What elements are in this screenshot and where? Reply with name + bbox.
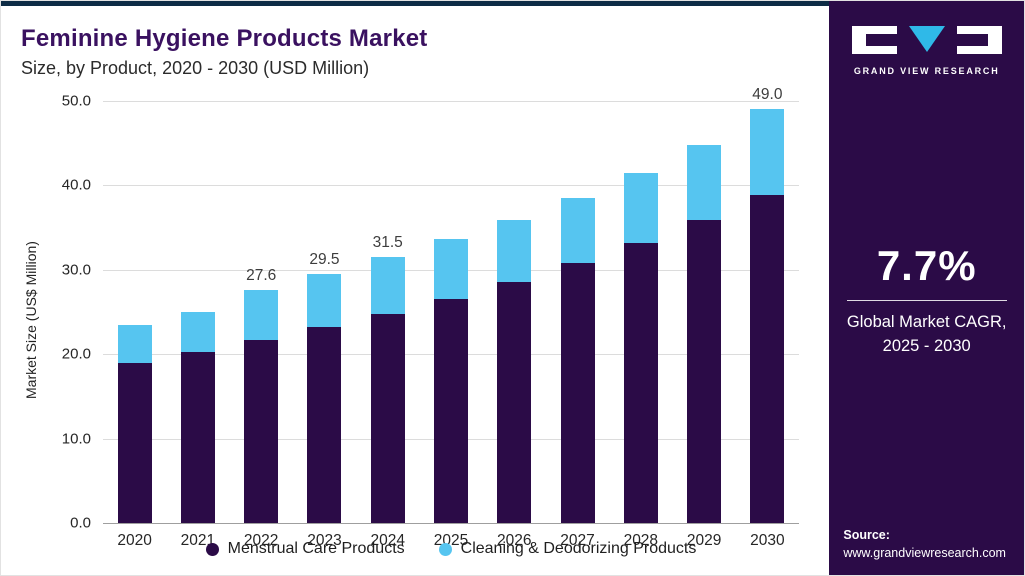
x-tick-label: 2024 xyxy=(370,532,405,549)
y-tick-label: 0.0 xyxy=(70,514,91,532)
bar-segment-cleaning-deodorizing xyxy=(560,198,595,264)
bar-segment-cleaning-deodorizing xyxy=(180,312,215,352)
legend-item-cleaning-deodorizing: Cleaning & Deodorizing Products xyxy=(438,540,697,558)
x-tick-label: 2030 xyxy=(750,532,785,549)
x-tick-label: 2022 xyxy=(243,532,279,549)
cagr-block: 7.7% Global Market CAGR, 2025 - 2030 xyxy=(846,242,1007,359)
source-url: www.grandviewresearch.com xyxy=(843,546,1006,561)
bar-segment-menstrual-care xyxy=(244,339,279,523)
legend-item-menstrual-care: Menstrual Care Products xyxy=(205,540,405,558)
cagr-divider xyxy=(846,300,1007,302)
logo-text: GRAND VIEW RESEARCH xyxy=(853,66,1000,76)
bar-segment-menstrual-care xyxy=(434,298,468,523)
sidebar: GRAND VIEW RESEARCH 7.7% Global Market C… xyxy=(829,1,1024,575)
bar-segment-menstrual-care xyxy=(497,281,532,523)
source-label: Source: xyxy=(843,527,890,542)
bar-value-label: 27.6 xyxy=(246,267,277,285)
bar-segment-menstrual-care xyxy=(307,327,342,523)
bar-segment-menstrual-care xyxy=(560,263,595,523)
legend-label-menstrual: Menstrual Care Products xyxy=(227,540,405,557)
page-subtitle: Size, by Product, 2020 - 2030 (USD Milli… xyxy=(21,58,370,78)
bar-value-label: 49.0 xyxy=(752,86,783,104)
gvr-logo-icon xyxy=(851,26,1002,54)
bar-segment-menstrual-care xyxy=(687,220,722,523)
x-tick-label: 2029 xyxy=(686,532,722,549)
gvr-logo: GRAND VIEW RESEARCH xyxy=(851,25,1002,76)
x-tick-label: 2027 xyxy=(560,532,595,549)
bar-value-label: 31.5 xyxy=(372,234,403,252)
legend-swatch-cleaning xyxy=(438,542,452,556)
x-tick-label: 2020 xyxy=(117,532,152,549)
cagr-label: Global Market CAGR, 2025 - 2030 xyxy=(847,311,1007,359)
cagr-value: 7.7% xyxy=(876,242,977,290)
bar-segment-cleaning-deodorizing xyxy=(307,274,342,328)
gridline xyxy=(103,101,799,102)
bar-segment-cleaning-deodorizing xyxy=(750,109,785,195)
bar-segment-menstrual-care xyxy=(180,351,215,523)
y-tick-label: 30.0 xyxy=(61,261,91,279)
y-tick-label: 20.0 xyxy=(61,345,91,363)
y-tick-label: 10.0 xyxy=(61,430,91,448)
legend-label-cleaning: Cleaning & Deodorizing Products xyxy=(460,540,697,557)
bar-segment-menstrual-care xyxy=(370,313,405,523)
legend-swatch-menstrual xyxy=(205,542,219,556)
bar-segment-menstrual-care xyxy=(750,194,785,523)
plot-area: 0.0 10.0 20.0 30.0 40.0 50.0 2020 2021 2022 27.6 2… xyxy=(62,86,799,549)
bar-segment-cleaning-deodorizing xyxy=(244,290,279,340)
bar-segment-menstrual-care xyxy=(623,242,658,523)
bar-segment-cleaning-deodorizing xyxy=(117,324,152,363)
logo-g-icon xyxy=(851,26,897,54)
y-tick-label: 40.0 xyxy=(61,176,91,194)
y-tick-label: 50.0 xyxy=(61,92,91,110)
x-tick-label: 2023 xyxy=(307,532,342,549)
source-block: Source: www.grandviewresearch.com xyxy=(843,526,1006,564)
x-tick-label: 2028 xyxy=(623,532,659,549)
legend: Menstrual Care Products Cleaning & Deodo… xyxy=(103,540,799,558)
x-axis-line xyxy=(103,523,799,524)
cagr-label-line1: Global Market CAGR, xyxy=(846,313,1007,332)
bar-value-label: 29.5 xyxy=(309,251,340,269)
logo-v-icon xyxy=(908,26,945,52)
bar-segment-cleaning-deodorizing xyxy=(434,239,468,299)
y-axis-title: Market Size (US$ Million) xyxy=(23,241,39,399)
chart-panel: Feminine Hygiene Products Market Size, b… xyxy=(1,1,830,575)
logo-r-icon xyxy=(956,26,1002,54)
bar-segment-cleaning-deodorizing xyxy=(623,172,658,243)
bar-segment-cleaning-deodorizing xyxy=(687,144,722,221)
gridline xyxy=(103,185,799,187)
bar-segment-cleaning-deodorizing xyxy=(497,220,532,282)
bar-segment-cleaning-deodorizing xyxy=(370,257,405,314)
cagr-label-line2: 2025 - 2030 xyxy=(882,337,971,356)
x-tick-label: 2026 xyxy=(497,532,532,549)
page-title: Feminine Hygiene Products Market xyxy=(21,25,428,52)
top-accent-bar xyxy=(1,1,830,6)
bar-segment-menstrual-care xyxy=(117,362,152,523)
